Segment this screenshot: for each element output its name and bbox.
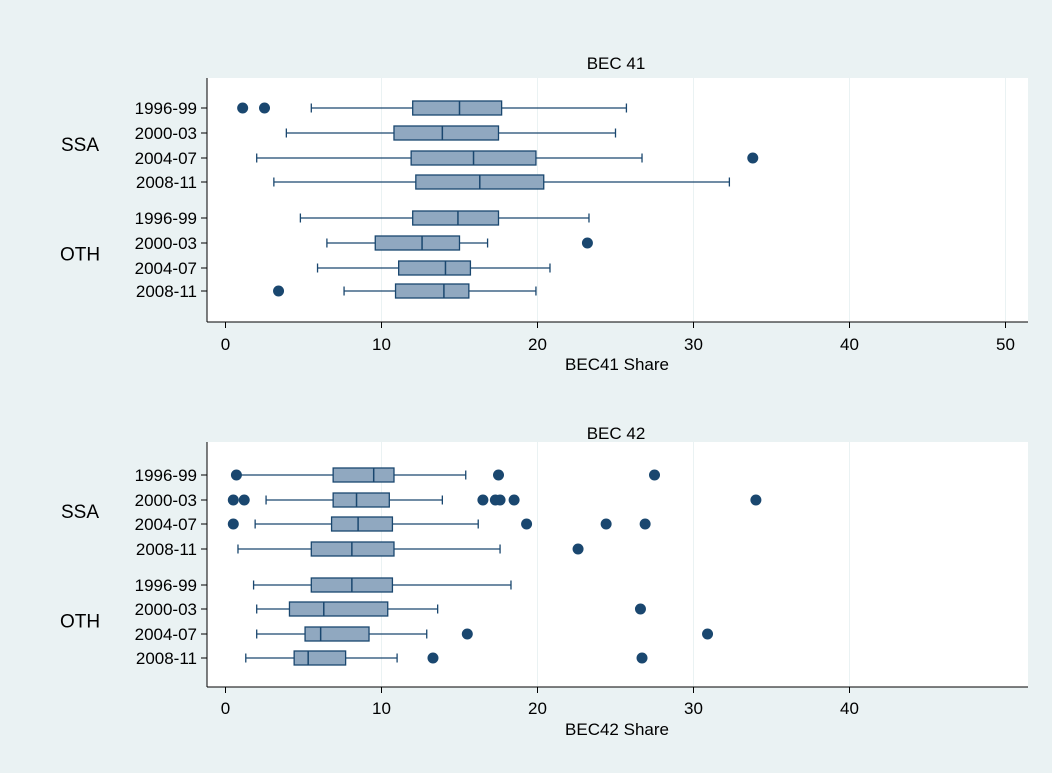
box-ssa-2004-07: 2004-07 [135,149,759,168]
box-iqr [332,467,395,483]
box-iqr [332,492,390,508]
box-ssa-1996-99: 1996-99 [135,99,628,118]
outlier-point [227,494,239,506]
x-tick-label: 20 [528,335,547,354]
outlier-point [494,494,506,506]
y-tick-label: 2008-11 [136,282,197,301]
x-tick-label: 30 [684,335,703,354]
outlier-point [227,518,239,530]
outlier-point [238,494,250,506]
outlier-point [581,237,593,249]
box-iqr [310,541,395,557]
box-iqr [412,100,503,116]
x-tick-label: 0 [221,699,230,718]
y-tick-label: 2004-07 [135,625,197,644]
y-tick-label: 1996-99 [135,209,197,228]
chart-title: BEC 42 [587,424,646,443]
chart-title: BEC 41 [587,54,646,73]
box-iqr [374,235,461,251]
y-tick-label: 2000-03 [135,234,197,253]
outlier-point [508,494,520,506]
group-label-oth: OTH [60,612,100,633]
outlier-point [600,518,612,530]
y-tick-label: 2004-07 [135,259,197,278]
box-oth-2004-07: 2004-07 [135,259,551,278]
box-ssa-2000-03: 2000-03 [135,124,617,143]
box-ssa-2008-11: 2008-11 [136,173,731,192]
box-iqr [304,626,370,642]
x-tick-label: 10 [372,335,391,354]
x-tick-label: 50 [996,335,1015,354]
box-iqr [412,210,500,226]
box-iqr [398,260,472,276]
y-tick-label: 2004-07 [135,515,197,534]
x-tick-label: 0 [221,335,230,354]
y-tick-label: 1996-99 [135,466,197,485]
outlier-point [493,469,504,481]
box-ssa-1996-99: 1996-99 [135,466,660,485]
x-tick-label: 20 [528,699,547,718]
y-tick-label: 1996-99 [135,576,197,595]
outlier-point [230,469,242,481]
x-tick-label: 30 [684,699,703,718]
box-ssa-2000-03: 2000-03 [135,491,762,510]
outlier-point [634,603,646,615]
box-iqr [293,650,347,666]
outlier-point [461,628,473,640]
outlier-point [259,102,270,114]
outlier-point [572,543,584,555]
y-tick-label: 2000-03 [135,491,197,510]
outlier-point [273,285,285,297]
x-tick-label: 40 [840,699,859,718]
group-label-ssa: SSA [61,502,99,523]
box-oth-2000-03: 2000-03 [135,234,593,253]
box-iqr [288,601,389,617]
box-oth-1996-99: 1996-99 [135,209,590,228]
outlier-point [477,494,489,506]
outlier-point [521,518,533,530]
outlier-point [750,494,762,506]
y-tick-label: 2000-03 [135,124,197,143]
outlier-point [237,102,249,114]
x-tick-label: 10 [372,699,391,718]
outlier-point [639,518,651,530]
box-oth-1996-99: 1996-99 [135,576,512,595]
box-iqr [394,283,470,299]
x-axis-label: BEC42 Share [565,720,669,739]
plot-area [207,78,1028,322]
box-iqr [393,125,500,141]
plot-area [207,442,1028,687]
y-tick-label: 1996-99 [135,99,197,118]
box-iqr [330,516,394,532]
y-tick-label: 2008-11 [136,649,197,668]
box-ssa-2004-07: 2004-07 [135,515,651,534]
x-tick-label: 40 [840,335,859,354]
group-label-oth: OTH [60,245,100,266]
panel-bec41: 0 10 20 30 40 50 BEC 41 BEC41 Share SSA 1996-99 20… [60,54,1028,374]
outlier-point [636,652,648,664]
outlier-point [649,469,660,481]
y-tick-label: 2008-11 [136,173,197,192]
box-ssa-2008-11: 2008-11 [136,540,584,559]
box-oth-2004-07: 2004-07 [135,625,714,644]
outlier-point [702,628,714,640]
group-label-ssa: SSA [61,135,99,156]
x-axis-label: BEC41 Share [565,355,669,374]
box-oth-2000-03: 2000-03 [135,600,646,619]
outlier-point [427,652,439,664]
box-oth-2008-11: 2008-11 [136,282,537,301]
outlier-point [747,152,759,164]
panel-bec42: 0 10 20 30 40 BEC 42 BEC42 Share SSA 1996-99 2000… [60,424,1028,739]
y-tick-label: 2008-11 [136,540,197,559]
box-oth-2008-11: 2008-11 [136,649,648,668]
y-tick-label: 2000-03 [135,600,197,619]
y-tick-label: 2004-07 [135,149,197,168]
